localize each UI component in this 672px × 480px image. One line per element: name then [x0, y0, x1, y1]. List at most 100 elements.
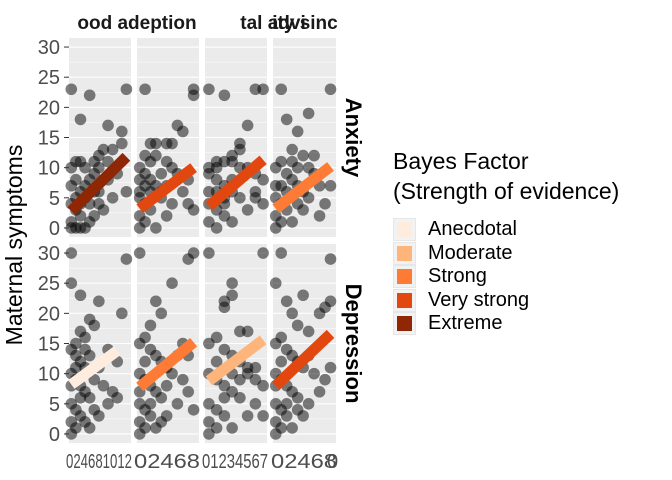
data-point: [166, 277, 178, 289]
data-point: [134, 186, 146, 198]
x-tick-labels: 02468: [134, 451, 200, 473]
data-point: [292, 126, 304, 138]
data-point: [121, 83, 133, 95]
data-point: [145, 410, 157, 422]
data-point: [226, 216, 238, 228]
data-point: [177, 126, 189, 138]
legend-swatch-fill: [397, 316, 412, 331]
legend-item-extreme: Extreme: [393, 312, 668, 336]
x-tick-labels: 01234567: [202, 451, 268, 473]
y-tick-label: 30: [38, 37, 60, 59]
data-point: [79, 416, 91, 428]
data-point: [325, 180, 337, 192]
legend-item-anecdotal: Anecdotal: [393, 218, 668, 242]
data-point: [102, 120, 114, 132]
data-point: [257, 198, 269, 210]
data-point: [145, 398, 157, 410]
data-point: [161, 210, 173, 222]
data-point: [203, 338, 215, 350]
data-point: [188, 89, 200, 101]
y-axis-label: Maternal symptoms: [1, 145, 27, 346]
data-point: [270, 222, 282, 234]
y-tick-label: 5: [49, 394, 60, 416]
legend-title-line2: (Strength of evidence): [393, 176, 668, 206]
data-point: [281, 295, 293, 307]
data-point: [145, 320, 157, 332]
data-point: [234, 392, 246, 404]
data-point: [292, 392, 304, 404]
data-point: [286, 216, 298, 228]
data-point: [172, 398, 184, 410]
y-tick-label: 25: [38, 67, 60, 89]
data-point: [75, 114, 87, 126]
data-point: [155, 416, 167, 428]
data-point: [242, 120, 254, 132]
data-point: [303, 108, 315, 120]
data-point: [270, 180, 282, 192]
data-point: [270, 162, 282, 174]
y-tick-label: 10: [38, 364, 60, 386]
data-point: [75, 289, 87, 301]
y-tick-label: 15: [38, 128, 60, 150]
data-point: [219, 410, 231, 422]
data-point: [88, 404, 100, 416]
data-point: [314, 386, 326, 398]
legend: Bayes Factor (Strength of evidence) Anec…: [393, 146, 668, 336]
data-point: [139, 356, 151, 368]
x-tick-label: 0: [327, 451, 338, 473]
data-point: [155, 392, 167, 404]
data-point: [134, 428, 146, 440]
data-point: [250, 398, 262, 410]
data-point: [211, 156, 223, 168]
data-point: [242, 204, 254, 216]
data-point: [166, 138, 178, 150]
data-point: [257, 247, 269, 259]
x-tick-labels: 024681012: [66, 451, 132, 473]
data-point: [308, 368, 320, 380]
data-point: [303, 192, 315, 204]
data-point: [93, 198, 105, 210]
data-point: [303, 326, 315, 338]
row-strip-label: Anxiety: [341, 98, 366, 178]
data-point: [270, 277, 282, 289]
data-point: [219, 89, 231, 101]
data-point: [139, 150, 151, 162]
data-point: [182, 253, 194, 265]
data-point: [319, 374, 331, 386]
legend-title-line1: Bayes Factor: [393, 146, 668, 176]
data-point: [88, 320, 100, 332]
legend-label: Very strong: [428, 289, 529, 312]
data-point: [297, 150, 309, 162]
data-point: [242, 410, 254, 422]
y-tick-label: 15: [38, 334, 60, 356]
column-strip-label: ood adeption: [77, 13, 196, 34]
row-strip-label: Depression: [341, 284, 366, 404]
data-point: [84, 89, 96, 101]
data-point: [314, 210, 326, 222]
data-point: [250, 362, 262, 374]
legend-swatch: [393, 265, 416, 288]
data-point: [161, 156, 173, 168]
legend-label: Moderate: [428, 242, 513, 265]
data-point: [139, 83, 151, 95]
data-point: [219, 392, 231, 404]
data-point: [134, 222, 146, 234]
data-point: [177, 186, 189, 198]
legend-item-very-strong: Very strong: [393, 289, 668, 313]
data-point: [150, 295, 162, 307]
data-point: [303, 398, 315, 410]
legend-item-moderate: Moderate: [393, 242, 668, 266]
data-point: [270, 338, 282, 350]
data-point: [325, 253, 337, 265]
legend-swatch: [393, 242, 416, 265]
y-tick-label: 0: [49, 424, 60, 446]
data-point: [203, 428, 215, 440]
y-tick-label: 20: [38, 97, 60, 119]
data-point: [203, 83, 215, 95]
legend-item-strong: Strong: [393, 265, 668, 289]
legend-label: Strong: [428, 265, 487, 288]
data-point: [281, 410, 293, 422]
legend-label: Anecdotal: [428, 218, 517, 241]
data-point: [134, 247, 146, 259]
data-point: [79, 344, 91, 356]
